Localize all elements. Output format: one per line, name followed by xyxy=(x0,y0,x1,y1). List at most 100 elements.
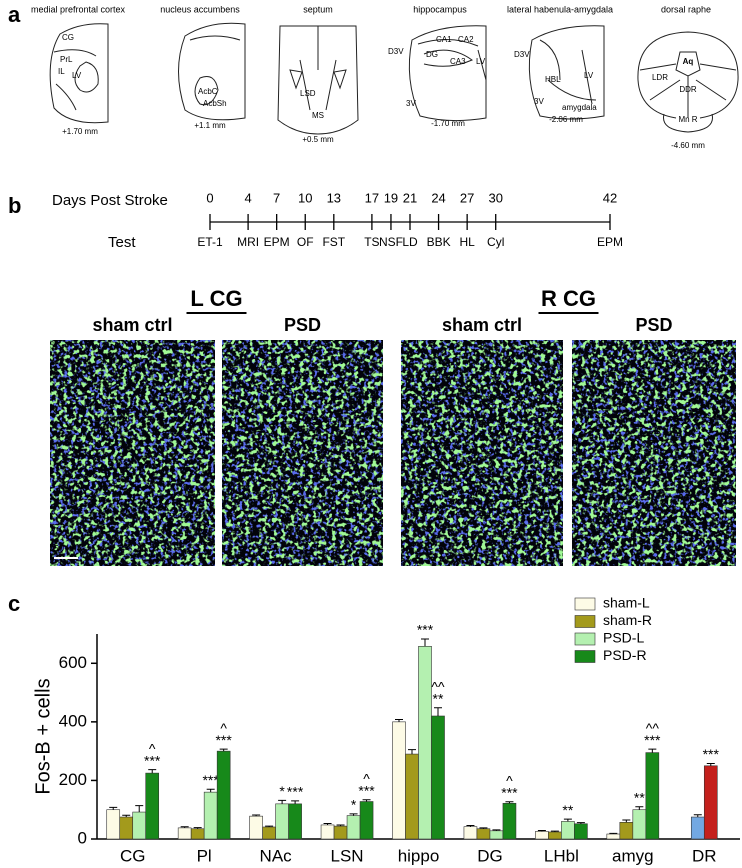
error-bar xyxy=(408,749,416,755)
bar xyxy=(703,765,718,840)
bar xyxy=(392,721,406,840)
atlas-label: CG xyxy=(62,33,74,42)
region-title: hippocampus xyxy=(413,4,467,14)
bar xyxy=(119,816,134,840)
timeline: 0 ET-1 4 MRI 7 EPM 10 OF 13 FST 17 TS 19 NSF 21 LD 24 BBK… xyxy=(197,190,623,249)
test-label: TS xyxy=(364,235,379,249)
significance: *** xyxy=(417,622,434,638)
legend-label: sham-L xyxy=(603,595,650,611)
x-tick-label: amyg xyxy=(612,846,654,865)
y-tick-label: 600 xyxy=(59,653,87,672)
bar xyxy=(561,821,575,840)
x-tick-label: Pl xyxy=(197,846,212,865)
atlas-drawings: medial prefrontal cortex CG PrL IL LV +1… xyxy=(31,4,739,150)
atlas-label: LSD xyxy=(300,89,316,98)
atlas-label: 3V xyxy=(406,99,416,108)
bar xyxy=(690,816,705,840)
group-title: R CG xyxy=(541,286,596,311)
error-bar xyxy=(622,819,631,823)
error-bar xyxy=(252,814,261,817)
bar xyxy=(502,802,517,840)
error-bar xyxy=(693,814,702,818)
bar xyxy=(645,752,660,840)
significance: *** xyxy=(202,772,219,788)
test-label: ET-1 xyxy=(197,235,223,249)
error-bar xyxy=(349,813,358,816)
error-bar xyxy=(479,827,488,829)
bar xyxy=(145,772,160,840)
day-label: 13 xyxy=(327,190,341,205)
test-label: MRI xyxy=(237,235,259,249)
significance: *** xyxy=(287,784,304,800)
atlas-label: CA3 xyxy=(450,57,466,66)
significance: *** xyxy=(501,785,518,801)
atlas-outline xyxy=(178,22,246,121)
region-title: nucleus accumbens xyxy=(160,4,240,14)
micrograph-fosb xyxy=(572,340,736,566)
atlas-coordinate: -4.60 mm xyxy=(671,141,705,150)
atlas-label: AcbC xyxy=(198,87,218,96)
atlas-coordinate: +0.5 mm xyxy=(302,135,334,144)
timeline-title: Days Post Stroke xyxy=(52,192,168,209)
bar xyxy=(262,826,276,840)
significance: *** xyxy=(644,732,661,748)
atlas-label: amygdala xyxy=(562,103,597,112)
panel-title: PSD xyxy=(635,315,672,335)
region-title: lateral habenula-amygdala xyxy=(507,4,613,14)
day-label: 30 xyxy=(488,190,502,205)
test-label: FST xyxy=(322,235,345,249)
atlas-outline xyxy=(637,31,739,133)
region-title: medial prefrontal cortex xyxy=(31,4,126,14)
bar xyxy=(489,830,504,840)
significance-caret: ^^ xyxy=(646,720,660,736)
atlas-label: DG xyxy=(426,50,438,59)
significance: ** xyxy=(562,802,573,818)
error-bar xyxy=(362,799,371,802)
error-bar xyxy=(219,748,228,752)
error-bar xyxy=(323,822,332,825)
panel-title: sham ctrl xyxy=(442,315,522,335)
significance-caret: ^^ xyxy=(431,679,445,695)
panel-label: c xyxy=(8,591,20,616)
atlas-label: LV xyxy=(72,71,82,80)
bar-chart: Fos-B + cells0200400600CG***^Pl******^NA… xyxy=(32,595,740,865)
bar xyxy=(431,715,445,840)
significance-caret: ^ xyxy=(363,770,370,786)
y-tick-label: 0 xyxy=(78,828,87,847)
test-label: EPM xyxy=(264,235,290,249)
day-label: 0 xyxy=(206,190,213,205)
atlas-coordinate: -2.06 mm xyxy=(549,115,583,124)
bar xyxy=(619,822,634,840)
atlas-label: PrL xyxy=(60,55,73,64)
test-label: LD xyxy=(402,235,418,249)
atlas-label: DDR xyxy=(679,85,697,94)
atlas-outline xyxy=(408,25,487,122)
atlas-outline xyxy=(528,25,605,120)
region-title: dorsal raphe xyxy=(661,4,711,14)
significance-caret: ^ xyxy=(506,773,513,789)
micrograph-fosb xyxy=(50,340,215,566)
error-bar xyxy=(609,832,618,835)
test-label: BBK xyxy=(427,235,451,249)
y-tick-label: 400 xyxy=(59,711,87,730)
atlas-label: D3V xyxy=(514,50,530,59)
significance-caret: ^ xyxy=(149,740,156,756)
error-bar xyxy=(537,830,546,832)
bar xyxy=(463,826,478,840)
significance: * xyxy=(279,783,285,799)
atlas-label: 3V xyxy=(534,97,544,106)
test-label: EPM xyxy=(597,235,623,249)
error-bar xyxy=(135,805,144,813)
error-bar xyxy=(265,825,274,827)
bar xyxy=(177,827,192,840)
atlas-label: Aq xyxy=(683,57,694,66)
test-label: OF xyxy=(297,235,314,249)
micrograph-fosb xyxy=(401,340,563,566)
bar xyxy=(190,828,205,840)
legend-label: PSD-L xyxy=(603,630,644,646)
bar xyxy=(203,791,218,840)
error-bar xyxy=(505,801,514,804)
y-axis-label: Fos-B + cells xyxy=(32,678,54,794)
